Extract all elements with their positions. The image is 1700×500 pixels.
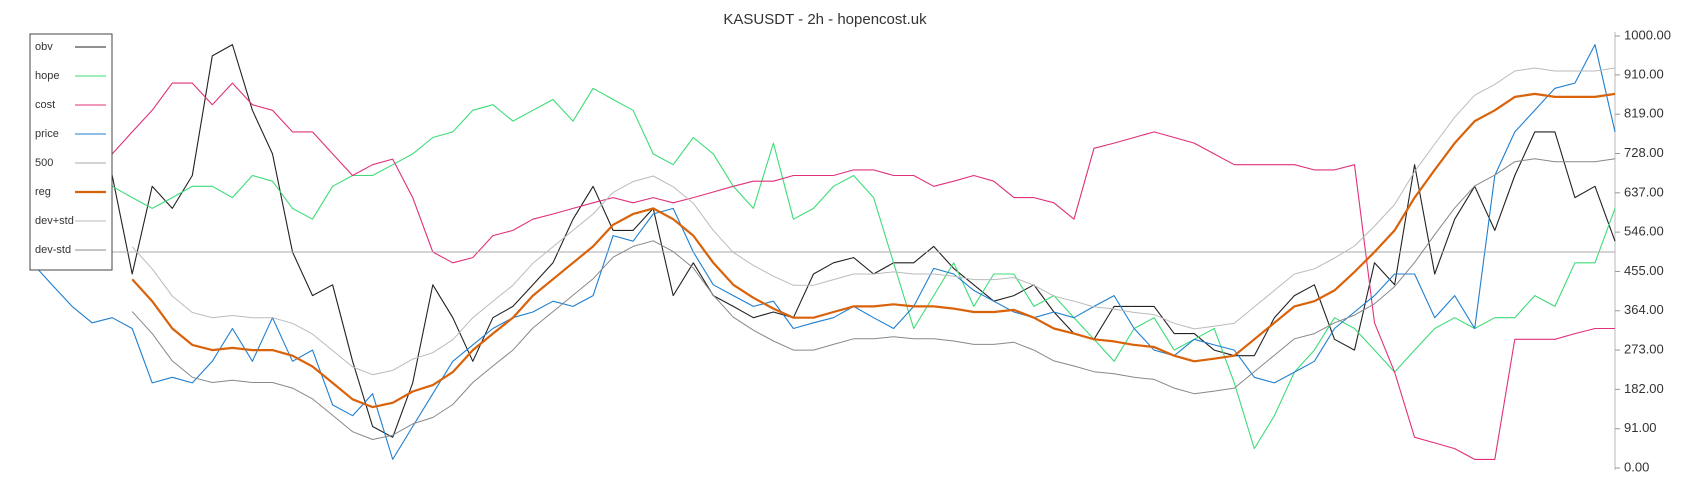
legend-label: dev-std xyxy=(35,244,71,256)
legend-label: 500 xyxy=(35,157,53,169)
chart-title: KASUSDT - 2h - hopencost.uk xyxy=(723,11,927,28)
legend-label: price xyxy=(35,128,59,140)
y-tick-label: 455.00 xyxy=(1624,263,1664,278)
y-tick-label: 819.00 xyxy=(1624,106,1664,121)
series-line xyxy=(131,67,1616,376)
legend-label: reg xyxy=(35,186,51,198)
y-tick-label: 273.00 xyxy=(1624,342,1664,357)
series-line xyxy=(131,92,1616,409)
legend: obv hope cost price 500 reg dev+std dev-std xyxy=(29,33,113,271)
y-tick-label: 728.00 xyxy=(1624,145,1664,160)
y-tick-label: 182.00 xyxy=(1624,381,1664,396)
y-tick-label: 910.00 xyxy=(1624,66,1664,81)
y-tick-label: 1000.00 xyxy=(1624,27,1671,42)
legend-label: cost xyxy=(35,99,55,111)
y-tick-label: 364.00 xyxy=(1624,302,1664,317)
series-line xyxy=(31,44,1616,460)
series-line xyxy=(32,44,1616,438)
series-line xyxy=(131,158,1616,440)
series-line xyxy=(31,60,1615,460)
legend-label: hope xyxy=(35,70,59,82)
y-tick-label: 546.00 xyxy=(1624,224,1664,239)
legend-label: obv xyxy=(35,41,53,53)
legend-label: dev+std xyxy=(35,215,74,227)
y-tick-label: 0.00 xyxy=(1624,459,1649,474)
series-line xyxy=(31,87,1616,450)
legend-box xyxy=(29,33,113,271)
y-tick-label: 637.00 xyxy=(1624,184,1664,199)
y-tick-label: 91.00 xyxy=(1624,420,1657,435)
